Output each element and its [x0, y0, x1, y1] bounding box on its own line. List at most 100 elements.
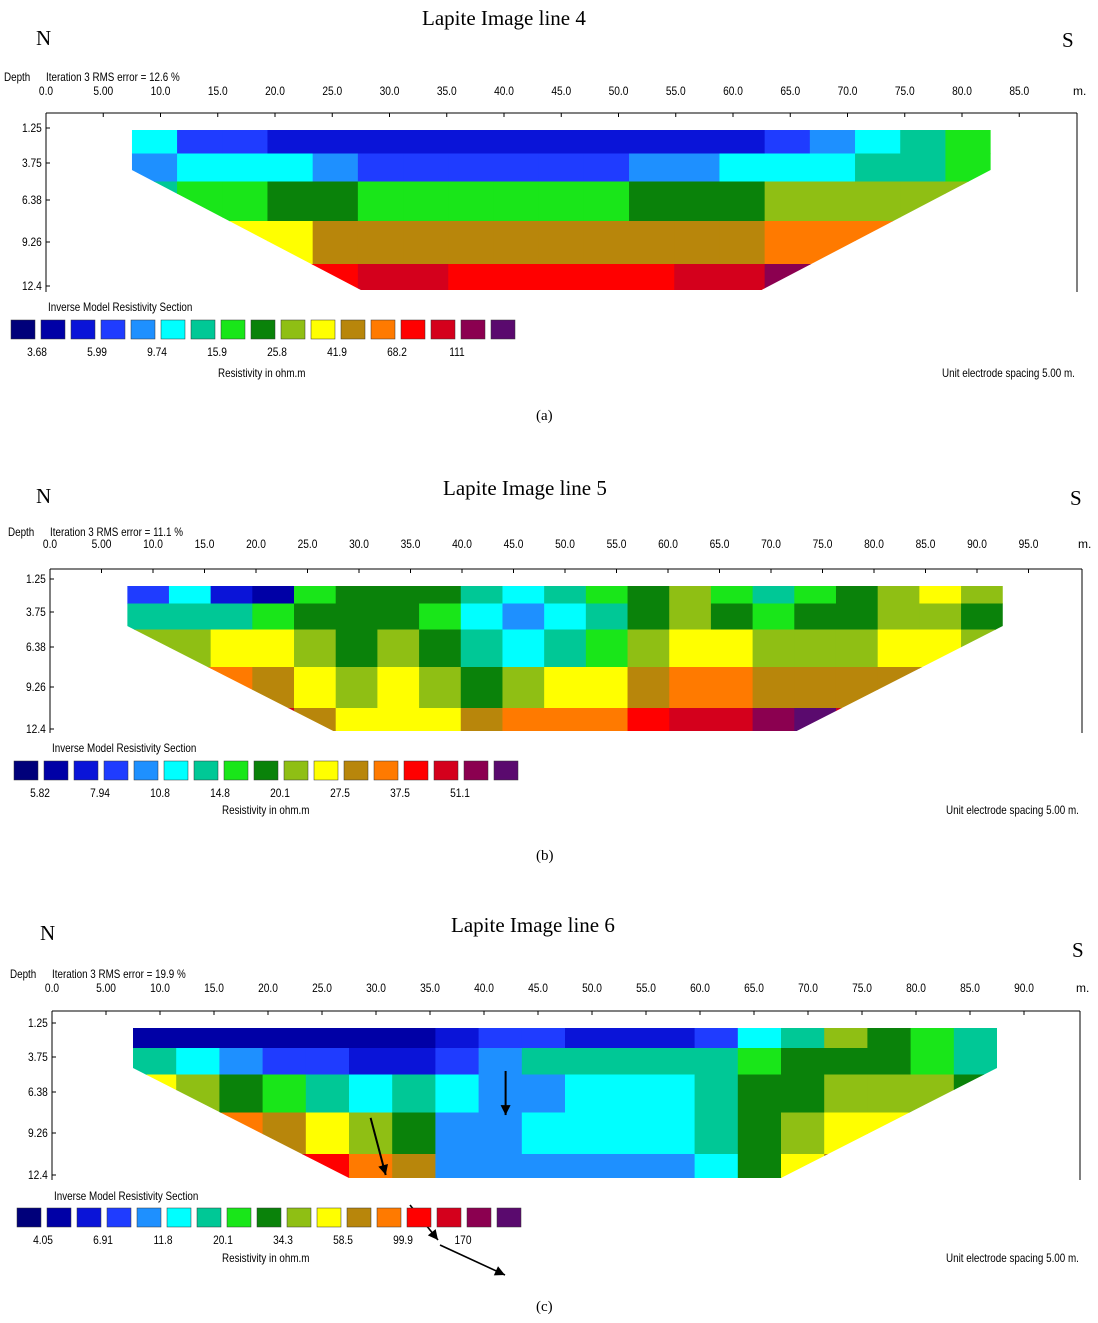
resistivity-cell	[809, 264, 856, 290]
resistivity-cell	[403, 181, 449, 222]
x-tick-label: 20.0	[265, 85, 285, 98]
resistivity-cell	[608, 1028, 652, 1049]
resistivity-cell	[824, 1074, 868, 1114]
x-tick-label: 85.0	[916, 538, 936, 551]
legend-swatch	[493, 760, 519, 781]
legend-value-label: 5.82	[30, 787, 50, 800]
legend-swatch	[250, 319, 276, 340]
legend-swatch	[133, 760, 159, 781]
resistivity-cell	[357, 153, 404, 183]
legend-title: Inverse Model Resistivity Section	[52, 741, 197, 755]
resistivity-cell	[168, 708, 212, 731]
legend-swatch	[46, 1207, 72, 1228]
x-tick-label: 50.0	[609, 85, 629, 98]
x-unit-label: m.	[1073, 84, 1086, 98]
resistivity-cell	[448, 264, 495, 290]
resistivity-cell	[629, 221, 675, 265]
depth-tick-label: 1.25	[28, 1017, 48, 1030]
resistivity-cell	[176, 1048, 220, 1076]
resistivity-cell	[267, 221, 314, 265]
x-tick-label: 25.0	[322, 85, 342, 98]
resistivity-cell	[583, 264, 630, 290]
south-label: S	[1062, 28, 1074, 52]
resistivity-cell	[794, 629, 837, 668]
resistivity-cell	[521, 1074, 566, 1114]
resistivity-cell	[419, 603, 462, 631]
depth-tick-label: 9.26	[28, 1127, 48, 1140]
resistivity-cell	[583, 221, 630, 265]
legend-swatch	[463, 760, 489, 781]
resistivity-cell	[669, 708, 712, 731]
legend-value-label: 11.8	[153, 1234, 172, 1247]
depth-tick-label: 9.26	[26, 681, 46, 694]
resistivity-cell	[627, 603, 670, 631]
resistivity-cell	[961, 708, 1003, 731]
resistivity-cell	[824, 1048, 868, 1076]
resistivity-cell	[855, 181, 901, 222]
x-tick-label: 80.0	[906, 982, 926, 995]
resistivity-cell	[403, 264, 449, 290]
resistivity-cell	[544, 629, 587, 668]
resistivity-cell	[312, 181, 359, 222]
resistivity-cell	[669, 667, 712, 709]
legend-value-label: 25.8	[267, 346, 287, 359]
resistivity-cell	[583, 153, 630, 183]
resistivity-cell	[335, 708, 378, 731]
north-label: N	[36, 484, 52, 508]
legend-title: Inverse Model Resistivity Section	[48, 300, 193, 314]
resistivity-cell	[177, 221, 223, 265]
resistivity-cell	[460, 586, 504, 605]
resistivity-cell	[674, 153, 721, 183]
x-tick-label: 55.0	[607, 538, 627, 551]
resistivity-cell	[521, 1028, 566, 1049]
north-label: N	[40, 921, 56, 945]
legend-value-label: 3.68	[27, 346, 47, 359]
resistivity-cell	[131, 221, 178, 265]
resistivity-cell	[133, 1154, 177, 1178]
resistivity-cell	[448, 221, 495, 265]
resistivity-cell	[127, 603, 170, 631]
legend-swatch	[370, 319, 396, 340]
resistivity-cell	[448, 130, 495, 155]
x-tick-label: 5.00	[96, 982, 116, 995]
resistivity-cell	[176, 1028, 220, 1049]
annotation-arrows	[369, 1070, 511, 1276]
x-tick-label: 55.0	[666, 85, 686, 98]
spacing-label: Unit electrode spacing 5.00 m.	[946, 1251, 1079, 1265]
x-tick-label: 65.0	[744, 982, 764, 995]
legend-swatch	[166, 1207, 192, 1228]
resistivity-cell	[392, 1154, 436, 1178]
legend-swatch	[103, 760, 129, 781]
x-tick-label: 70.0	[838, 85, 858, 98]
x-tick-label: 10.0	[151, 85, 171, 98]
resistivity-cell	[305, 1028, 350, 1049]
x-tick-label: 85.0	[960, 982, 980, 995]
resistivity-cell	[222, 153, 269, 183]
legend-swatch	[466, 1207, 492, 1228]
legend-swatch	[70, 319, 96, 340]
resistivity-cell	[953, 1028, 997, 1049]
chart-title: Lapite Image line 6	[451, 913, 615, 937]
resistivity-cell	[262, 1112, 307, 1155]
panel-line-5: Lapite Image line 5 N S Depth Iteration …	[0, 470, 1098, 880]
resistivity-cell	[919, 629, 962, 668]
resistivity-cell	[900, 181, 947, 222]
resistivity-cell	[210, 629, 253, 668]
x-tick-label: 15.0	[204, 982, 224, 995]
resistivity-cell	[448, 153, 495, 183]
legend-swatch	[310, 319, 336, 340]
legend-swatch	[286, 1207, 312, 1228]
resistivity-cell	[764, 264, 811, 290]
resistivity-cell	[349, 1028, 393, 1049]
depth-tick-label: 3.75	[22, 157, 42, 170]
resistivity-cell	[219, 1074, 264, 1114]
resistivity-cell	[460, 629, 504, 668]
x-tick-label: 80.0	[864, 538, 884, 551]
resistivity-cell	[674, 130, 721, 155]
resistivity-cell	[629, 153, 675, 183]
legend-value-label: 5.99	[87, 346, 107, 359]
south-label: S	[1070, 486, 1082, 510]
resistivity-cell	[608, 1112, 652, 1155]
resistivity-cell	[900, 221, 947, 265]
resistivity-cell	[585, 603, 629, 631]
